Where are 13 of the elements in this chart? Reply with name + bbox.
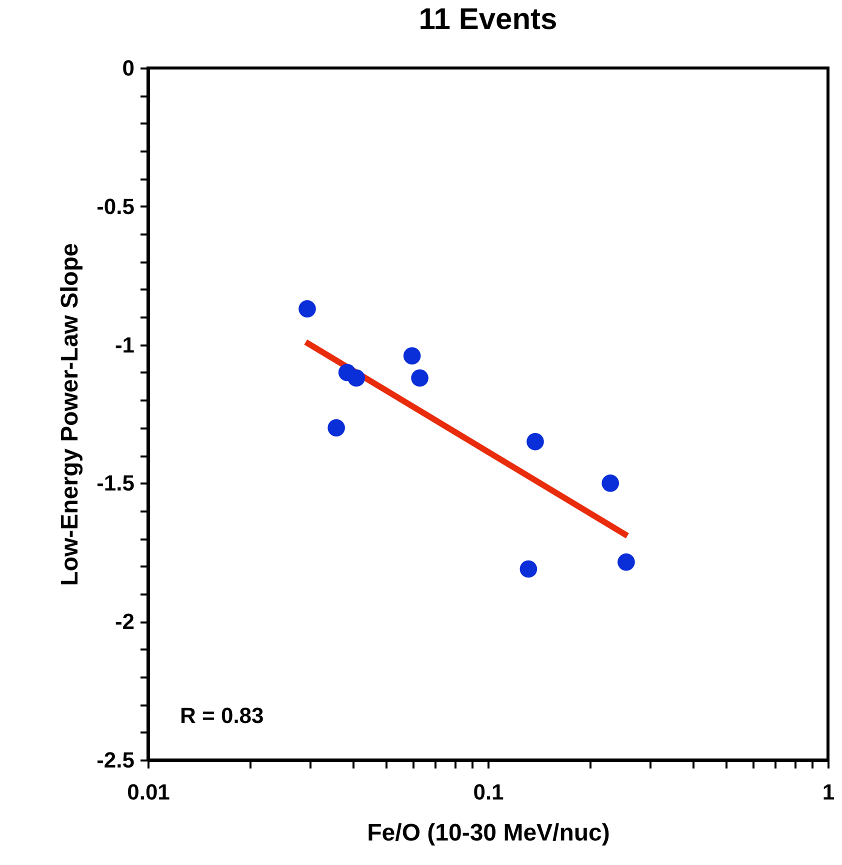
y-tick-label: -2.5 bbox=[96, 748, 134, 772]
x-tick-label: 1 bbox=[822, 780, 835, 804]
x-axis-title: Fe/O (10-30 MeV/nuc) bbox=[367, 820, 610, 846]
x-tick-label: 0.1 bbox=[473, 780, 504, 804]
y-tick-label: -1.5 bbox=[96, 470, 134, 496]
chart-title: 11 Events bbox=[418, 3, 558, 36]
y-axis-title: Low-Energy Power-Law Slope bbox=[56, 243, 84, 586]
x-tick-label: 0.01 bbox=[127, 780, 170, 804]
annotation: R = 0.83 bbox=[180, 703, 264, 728]
y-tick-label: -2 bbox=[114, 609, 134, 634]
y-tick-label: -0.5 bbox=[96, 194, 134, 219]
y-tick-label: 0 bbox=[122, 56, 134, 80]
y-tick-label: -1 bbox=[114, 332, 134, 358]
